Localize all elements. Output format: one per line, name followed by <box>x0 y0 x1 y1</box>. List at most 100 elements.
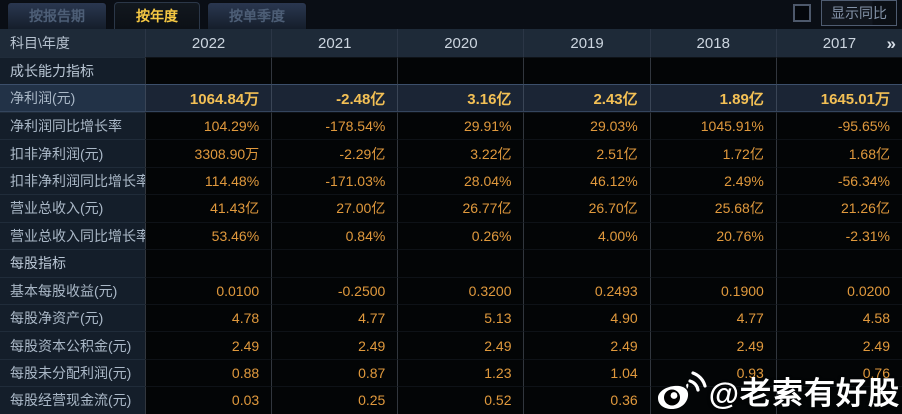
data-cell <box>649 386 776 414</box>
data-cell: -2.29亿 <box>271 139 398 167</box>
table-body: 成长能力指标 净利润(元) 1064.84万 -2.48亿 3.16亿 2.43亿 1.89… <box>0 57 902 414</box>
data-cell: 0.0100 <box>145 276 272 304</box>
tab-by-report-period[interactable]: 按报告期 <box>7 2 107 29</box>
table-header-row: 科目\年度 2022 2021 2020 2019 2018 2017» <box>0 29 902 57</box>
data-cell <box>775 386 902 414</box>
data-cell <box>397 249 524 277</box>
row-label: 净利润(元) <box>0 84 145 112</box>
table-row: 每股未分配利润(元) 0.88 0.87 1.23 1.04 0.93 0.76 <box>0 358 902 387</box>
tab-bar-tabs: 按报告期 按年度 按单季度 <box>7 0 307 29</box>
data-cell: 1045.91% <box>649 111 776 140</box>
data-cell: 20.76% <box>649 221 776 250</box>
data-cell: 4.00% <box>523 221 650 250</box>
header-controls: 显示同比 <box>793 0 902 29</box>
data-cell: 1.04 <box>523 358 650 387</box>
row-label: 营业总收入同比增长率 <box>0 221 145 250</box>
data-cell: 4.77 <box>271 303 398 332</box>
year-header: 2017» <box>775 29 902 57</box>
data-cell: 0.87 <box>271 358 398 387</box>
data-cell: 1064.84万 <box>145 84 272 112</box>
data-cell: 0.36 <box>523 386 650 414</box>
table-row: 扣非净利润(元) 3308.90万 -2.29亿 3.22亿 2.51亿 1.72亿 1.6… <box>0 139 902 167</box>
row-label: 每股经营现金流(元) <box>0 386 145 414</box>
data-cell: 25.68亿 <box>649 194 776 222</box>
data-cell: 53.46% <box>145 221 272 250</box>
data-cell: 27.00亿 <box>271 194 398 222</box>
year-header: 2018 <box>649 29 776 57</box>
table-row: 基本每股收益(元) 0.0100 -0.2500 0.3200 0.2493 0.1900… <box>0 276 902 304</box>
data-cell: 4.77 <box>649 303 776 332</box>
row-label: 营业总收入(元) <box>0 194 145 222</box>
data-cell: 46.12% <box>523 166 650 195</box>
data-cell: 41.43亿 <box>145 194 272 222</box>
data-cell <box>271 249 398 277</box>
data-cell: 2.43亿 <box>523 84 650 112</box>
data-cell: 1.68亿 <box>775 139 902 167</box>
row-label: 成长能力指标 <box>0 57 145 85</box>
data-cell: 1645.01万 <box>775 84 902 112</box>
data-cell: -178.54% <box>271 111 398 140</box>
data-cell: 2.49 <box>775 331 902 359</box>
data-cell: 2.49 <box>397 331 524 359</box>
data-cell: 2.49 <box>649 331 776 359</box>
data-cell: 4.78 <box>145 303 272 332</box>
data-cell: -2.31% <box>775 221 902 250</box>
data-cell: 26.77亿 <box>397 194 524 222</box>
table-row: 扣非净利润同比增长率 114.48% -171.03% 28.04% 46.12% 2.4… <box>0 166 902 195</box>
section-row: 成长能力指标 <box>0 57 902 85</box>
show-yoy-button[interactable]: 显示同比 <box>821 0 897 26</box>
data-cell: 0.88 <box>145 358 272 387</box>
data-cell: 104.29% <box>145 111 272 140</box>
data-cell: 0.2493 <box>523 276 650 304</box>
data-cell: 0.3200 <box>397 276 524 304</box>
row-label: 基本每股收益(元) <box>0 276 145 304</box>
data-cell: -171.03% <box>271 166 398 195</box>
tab-by-year[interactable]: 按年度 <box>114 2 200 29</box>
data-cell: -0.2500 <box>271 276 398 304</box>
data-cell: 4.90 <box>523 303 650 332</box>
data-cell: -2.48亿 <box>271 84 398 112</box>
table-row: 营业总收入同比增长率 53.46% 0.84% 0.26% 4.00% 20.76% -2.… <box>0 221 902 250</box>
year-header: 2019 <box>523 29 649 57</box>
data-cell <box>523 57 650 85</box>
table-row: 每股净资产(元) 4.78 4.77 5.13 4.90 4.77 4.58 <box>0 303 902 332</box>
data-cell: 2.49% <box>649 166 776 195</box>
data-cell: 3.22亿 <box>397 139 524 167</box>
data-cell: 2.49 <box>271 331 398 359</box>
tab-by-quarter[interactable]: 按单季度 <box>207 2 307 29</box>
row-label: 每股资本公积金(元) <box>0 331 145 359</box>
data-cell: -56.34% <box>775 166 902 195</box>
data-cell <box>145 249 272 277</box>
data-cell: 0.26% <box>397 221 524 250</box>
more-columns-icon[interactable]: » <box>886 33 896 53</box>
data-cell: 2.49 <box>523 331 650 359</box>
row-label: 扣非净利润同比增长率 <box>0 166 145 195</box>
data-cell <box>397 57 524 85</box>
data-cell: 0.84% <box>271 221 398 250</box>
data-cell: 26.70亿 <box>523 194 650 222</box>
year-header: 2022 <box>145 29 271 57</box>
data-cell: 1.89亿 <box>649 84 776 112</box>
row-label: 每股净资产(元) <box>0 303 145 332</box>
row-label: 净利润同比增长率 <box>0 111 145 140</box>
data-cell: 1.23 <box>397 358 524 387</box>
data-cell: 0.76 <box>775 358 902 387</box>
section-row: 每股指标 <box>0 249 902 277</box>
data-cell: 0.0200 <box>775 276 902 304</box>
data-cell: 29.03% <box>523 111 650 140</box>
table-row: 每股经营现金流(元) 0.03 0.25 0.52 0.36 <box>0 386 902 414</box>
corner-header: 科目\年度 <box>10 35 70 51</box>
data-cell: 0.25 <box>271 386 398 414</box>
data-cell: 21.26亿 <box>775 194 902 222</box>
data-cell <box>523 249 650 277</box>
data-cell: 5.13 <box>397 303 524 332</box>
year-header: 2021 <box>271 29 397 57</box>
data-cell: 2.51亿 <box>523 139 650 167</box>
show-yoy-checkbox[interactable] <box>793 4 811 22</box>
data-cell: 4.58 <box>775 303 902 332</box>
data-cell: 1.72亿 <box>649 139 776 167</box>
data-cell: 0.52 <box>397 386 524 414</box>
year-header: 2020 <box>397 29 523 57</box>
data-cell: 3308.90万 <box>145 139 272 167</box>
